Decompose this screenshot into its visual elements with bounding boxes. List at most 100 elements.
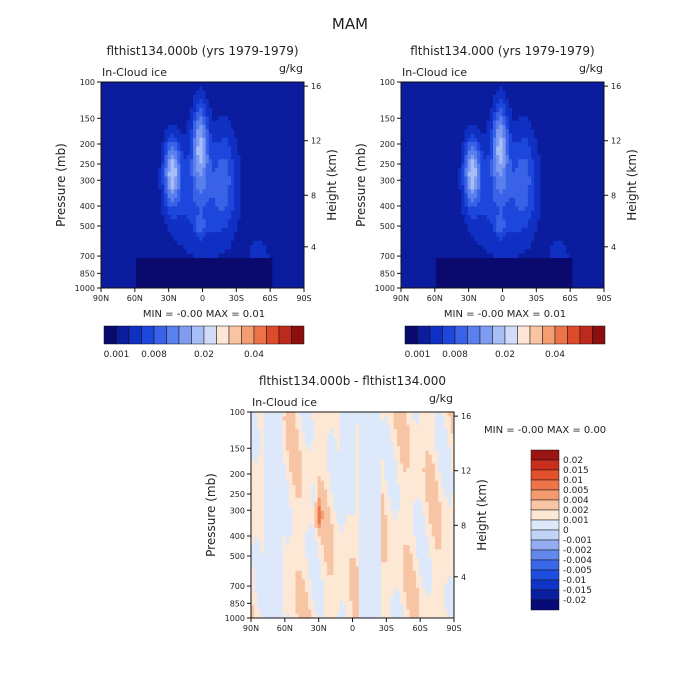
heatmap-cell (154, 279, 159, 285)
heatmap-cell (192, 129, 197, 135)
heatmap-cell (442, 202, 446, 208)
heatmap-cell (499, 262, 504, 268)
heatmap-cell (445, 176, 450, 182)
heatmap-cell (492, 283, 497, 288)
heatmap-cell (404, 124, 408, 130)
heatmap-cell (284, 215, 289, 220)
heatmap-cell (407, 146, 412, 152)
heatmap-cell (215, 232, 219, 238)
heatmap-cell (288, 270, 292, 276)
heatmap-cell (272, 270, 277, 276)
heatmap-cell (129, 94, 134, 100)
heatmap-cell (420, 146, 424, 152)
heatmap-cell (186, 133, 191, 139)
heatmap-cell (413, 185, 418, 190)
heatmap-cell (486, 82, 491, 87)
heatmap-cell (177, 197, 181, 203)
heatmap-cell (173, 275, 178, 281)
heatmap-cell (104, 129, 108, 135)
heatmap-cell (451, 253, 456, 259)
heatmap-cell (492, 232, 497, 238)
heatmap-cell (404, 86, 408, 92)
heatmap-cell (420, 270, 424, 276)
heatmap-cell (521, 133, 526, 139)
heatmap-cell (167, 180, 172, 186)
heatmap-cell (177, 86, 181, 92)
heatmap-cell (164, 275, 169, 281)
heatmap-cell (492, 275, 497, 281)
heatmap-cell (256, 210, 261, 216)
heatmap-cell (250, 257, 254, 263)
heatmap-cell (170, 133, 175, 139)
heatmap-cell (145, 137, 150, 143)
heatmap-cell (192, 103, 197, 109)
heatmap-cell (101, 206, 105, 212)
heatmap-cell (458, 197, 462, 203)
heatmap-cell (126, 90, 131, 96)
heatmap-cell (218, 90, 223, 96)
heatmap-cell (148, 82, 153, 87)
heatmap-cell (272, 176, 277, 182)
heatmap-cell (132, 210, 137, 216)
heatmap-cell (521, 90, 526, 96)
heatmap-cell (512, 202, 516, 208)
heatmap-cell (139, 215, 143, 220)
heatmap-cell (234, 240, 238, 246)
heatmap-cell (189, 197, 194, 203)
heatmap-cell (177, 180, 181, 186)
heatmap-cell (196, 279, 200, 285)
heatmap-cell (442, 116, 446, 122)
heatmap-cell (202, 185, 207, 190)
heatmap-cell (470, 154, 475, 160)
heatmap-cell (448, 129, 453, 135)
heatmap-cell (284, 227, 289, 233)
heatmap-cell (294, 219, 299, 225)
heatmap-cell (234, 202, 238, 208)
heatmap-cell (288, 257, 292, 263)
heatmap-cell (145, 202, 150, 208)
heatmap-cell (107, 112, 112, 117)
heatmap-cell (167, 167, 172, 173)
heatmap-cell (116, 240, 121, 246)
heatmap-cell (151, 116, 156, 122)
heatmap-cell (439, 253, 443, 259)
heatmap-cell (139, 116, 143, 122)
heatmap-cell (489, 154, 494, 160)
heatmap-cell (139, 185, 143, 190)
heatmap-cell (180, 86, 185, 92)
heatmap-cell (110, 253, 115, 259)
heatmap-cell (212, 236, 216, 242)
heatmap-cell (508, 112, 513, 117)
heatmap-cell (177, 129, 181, 135)
heatmap-cell (145, 223, 150, 229)
heatmap-cell (101, 94, 105, 100)
heatmap-cell (250, 150, 254, 156)
heatmap-cell (101, 159, 105, 165)
heatmap-cell (467, 103, 472, 109)
heatmap-cell (470, 159, 475, 165)
heatmap-cell (243, 150, 248, 156)
heatmap-cell (464, 206, 469, 212)
heatmap-cell (221, 257, 226, 263)
heatmap-cell (448, 240, 453, 246)
heatmap-cell (205, 142, 210, 147)
heatmap-cell (483, 206, 488, 212)
heatmap-cell (262, 172, 267, 178)
heatmap-cell (281, 167, 286, 173)
heatmap-cell (420, 262, 424, 268)
heatmap-cell (467, 257, 472, 263)
heatmap-cell (448, 154, 453, 160)
heatmap-cell (508, 253, 513, 259)
heatmap-cell (464, 172, 469, 178)
heatmap-cell (183, 120, 188, 126)
heatmap-cell (186, 236, 191, 242)
heatmap-cell (177, 236, 181, 242)
heatmap-cell (496, 124, 500, 130)
heatmap-cell (423, 232, 427, 238)
heatmap-cell (104, 227, 108, 233)
heatmap-cell (404, 202, 408, 208)
heatmap-cell (120, 197, 124, 203)
heatmap-cell (499, 120, 504, 126)
heatmap-cell (284, 240, 289, 246)
heatmap-cell (199, 279, 204, 285)
